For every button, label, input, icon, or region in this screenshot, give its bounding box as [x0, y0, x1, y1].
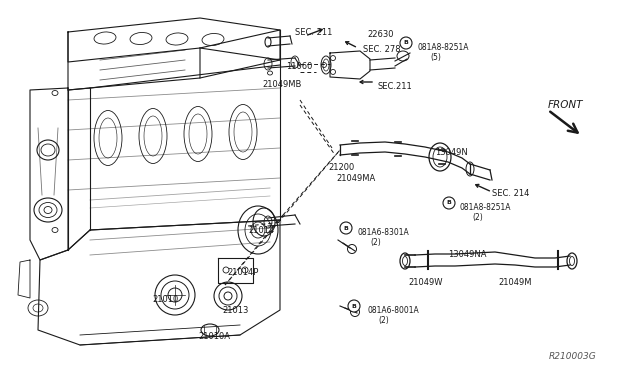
- Text: 21013: 21013: [222, 306, 248, 315]
- Text: FRONT: FRONT: [548, 100, 584, 110]
- Text: (2): (2): [370, 238, 381, 247]
- Text: SEC.211: SEC.211: [378, 82, 413, 91]
- Text: (2): (2): [378, 316, 388, 325]
- Text: 13049N: 13049N: [435, 148, 468, 157]
- Text: 13049NA: 13049NA: [448, 250, 486, 259]
- Text: R210003G: R210003G: [549, 352, 596, 361]
- Text: B: B: [344, 225, 348, 231]
- Text: SEC. 211: SEC. 211: [295, 28, 332, 37]
- Text: 21049M: 21049M: [498, 278, 531, 287]
- Text: 081A8-8251A: 081A8-8251A: [460, 203, 511, 212]
- Circle shape: [443, 197, 455, 209]
- Text: 21014: 21014: [248, 226, 275, 235]
- Text: B: B: [447, 201, 451, 205]
- Text: 081A6-8301A: 081A6-8301A: [358, 228, 410, 237]
- Circle shape: [348, 300, 360, 312]
- Text: 21010: 21010: [152, 295, 179, 304]
- Text: 21049W: 21049W: [408, 278, 442, 287]
- Text: 081A8-8251A: 081A8-8251A: [418, 43, 470, 52]
- Text: 081A6-8001A: 081A6-8001A: [367, 306, 419, 315]
- Text: 21014P: 21014P: [227, 268, 259, 277]
- Text: 22630: 22630: [367, 30, 394, 39]
- Text: SEC. 278: SEC. 278: [363, 45, 401, 54]
- Text: 11060: 11060: [286, 62, 312, 71]
- Text: B: B: [351, 304, 356, 308]
- Text: (5): (5): [430, 53, 441, 62]
- Text: 21200: 21200: [328, 163, 355, 172]
- Circle shape: [340, 222, 352, 234]
- Text: 21010A: 21010A: [198, 332, 230, 341]
- Circle shape: [400, 37, 412, 49]
- Text: B: B: [404, 41, 408, 45]
- Text: SEC. 214: SEC. 214: [492, 189, 529, 198]
- Text: 21049MB: 21049MB: [262, 80, 301, 89]
- Text: (2): (2): [472, 213, 483, 222]
- Text: 21049MA: 21049MA: [336, 174, 375, 183]
